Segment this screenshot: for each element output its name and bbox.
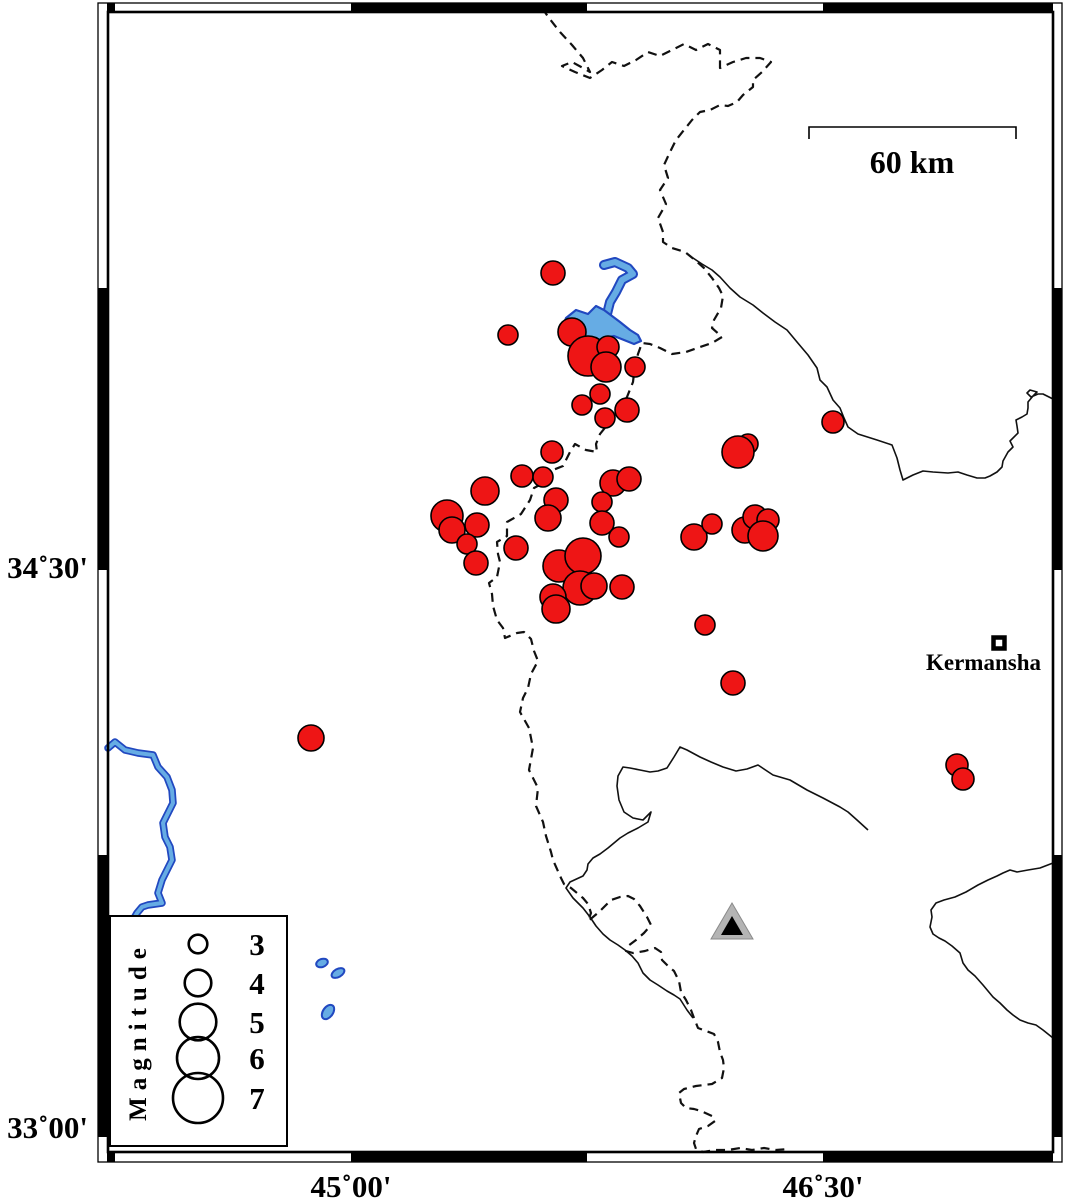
city-square-marker-icon	[991, 635, 1007, 651]
legend-magnitude-value: 6	[249, 1041, 265, 1076]
map-frame	[97, 2, 1063, 1163]
legend-magnitude-value: 7	[249, 1081, 265, 1116]
province-border-line	[692, 257, 1054, 481]
earthquake-marker	[951, 767, 975, 791]
legend-magnitude-circle	[183, 968, 213, 998]
legend-magnitude-value: 4	[249, 966, 265, 1001]
axis-label-lon-46-30: 46˚30'	[783, 1169, 864, 1201]
city-label: Kermansha	[926, 650, 1042, 675]
earthquake-marker	[540, 260, 566, 286]
earthquake-marker	[701, 513, 723, 535]
lake-arm	[601, 259, 636, 317]
station-triangle-marker	[710, 902, 754, 940]
earthquake-marker	[624, 356, 646, 378]
legend-magnitude-circle	[171, 1071, 225, 1125]
earthquake-marker	[614, 397, 640, 423]
province-border-line	[565, 746, 869, 1019]
frame-segment-left	[98, 855, 108, 1137]
triangle-inner-icon	[721, 916, 743, 935]
earthquake-marker	[694, 614, 716, 636]
legend-title: Magnitude	[125, 941, 152, 1121]
earthquake-marker	[532, 466, 554, 488]
earthquake-marker	[541, 594, 571, 624]
city-kermanshah: Kermansha	[926, 635, 1042, 675]
frame-segment-bottom	[823, 1152, 1053, 1162]
scale-bar-label: 60 km	[870, 144, 955, 180]
earthquake-marker	[540, 440, 564, 464]
earthquake-marker	[721, 435, 755, 469]
legend-magnitude-value: 3	[249, 927, 265, 962]
frame-segment-right	[1053, 855, 1062, 1137]
scale-bar-bracket	[808, 126, 1017, 139]
earthquake-marker	[564, 537, 602, 575]
province-border-line	[929, 862, 1054, 1039]
earthquake-marker	[616, 466, 642, 492]
marsh-patch	[320, 1003, 336, 1021]
axis-label-lat-33-00: 33˚00'	[7, 1110, 88, 1145]
dashed-international-border	[487, 7, 789, 1154]
earthquake-marker	[720, 670, 746, 696]
marsh-patch	[315, 957, 329, 969]
frame-segment-right	[1053, 288, 1062, 570]
legend-magnitude-circle	[178, 1002, 218, 1042]
earthquake-marker	[297, 724, 325, 752]
earthquake-marker	[594, 407, 616, 429]
scale-bar: 60 km	[808, 126, 1017, 180]
earthquake-marker	[464, 512, 490, 538]
axis-label-lon-45-00: 45˚00'	[311, 1169, 392, 1201]
legend-magnitude-value: 5	[249, 1005, 265, 1040]
frame-segment-bottom	[107, 1152, 115, 1162]
earthquake-marker	[438, 516, 466, 544]
legend-magnitude-circle	[187, 933, 209, 955]
earthquake-marker	[463, 550, 489, 576]
earthquake-marker	[821, 410, 845, 434]
frame-segment-left	[98, 288, 108, 570]
earthquake-marker	[589, 510, 615, 536]
legend-magnitude-circle	[175, 1035, 221, 1081]
earthquake-marker	[580, 572, 608, 600]
earthquake-marker	[609, 574, 635, 600]
earthquake-marker	[680, 523, 708, 551]
geography-layer	[104, 7, 1054, 1154]
earthquake-marker	[590, 351, 622, 383]
frame-segment-top	[823, 3, 1053, 12]
earthquake-marker	[503, 535, 529, 561]
earthquake-layer	[297, 260, 975, 791]
frame-segment-top	[351, 3, 587, 12]
earthquake-marker	[571, 394, 593, 416]
earthquake-marker	[470, 476, 500, 506]
earthquake-marker	[589, 383, 611, 405]
frame-segment-bottom	[351, 1152, 587, 1162]
earthquake-marker	[497, 324, 519, 346]
magnitude-legend: Magnitude 3 4 56 7	[109, 915, 288, 1147]
earthquake-marker	[747, 520, 779, 552]
frame-band-segments	[98, 3, 1062, 1162]
earthquake-marker	[591, 491, 613, 513]
river	[106, 740, 175, 922]
marsh-patch	[330, 967, 346, 979]
earthquake-marker	[608, 526, 630, 548]
earthquake-marker	[510, 464, 534, 488]
axis-label-lat-34-30: 34˚30'	[7, 550, 88, 585]
frame-segment-top	[107, 3, 115, 12]
legend-items: 3 4 56 7	[171, 927, 265, 1125]
earthquake-marker	[534, 504, 562, 532]
